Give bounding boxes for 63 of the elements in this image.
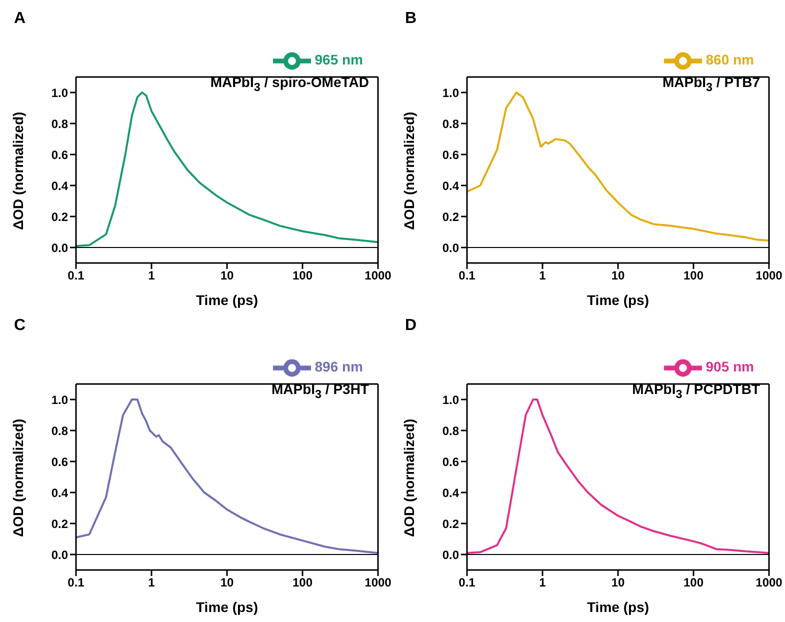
legend-label: 860 nm — [706, 52, 754, 68]
y-tick-label: 0.4 — [442, 486, 460, 500]
y-tick-label: 1.0 — [442, 86, 460, 100]
y-tick-label: 0.6 — [51, 454, 68, 469]
x-tick-label: 1 — [148, 268, 156, 283]
x-tick-label: 0.1 — [68, 268, 85, 283]
x-axis-title: Time (ps) — [196, 292, 258, 308]
y-tick-label: 0.2 — [51, 516, 68, 531]
y-tick-label: 0.6 — [442, 454, 460, 469]
y-tick-label: 0.4 — [442, 178, 460, 193]
x-tick-label: 1000 — [756, 576, 783, 590]
annotation: MAPbI$_{3}$ / spiro-OMeTAD — [210, 74, 369, 94]
x-tick-label: 1 — [148, 576, 156, 590]
y-axis-title: ΔOD (normalized) — [10, 418, 26, 537]
y-tick-label: 0.8 — [51, 424, 68, 438]
y-tick-label: 0.4 — [51, 178, 68, 193]
y-tick-label: 0.6 — [442, 148, 460, 162]
y-axis-title: ΔOD (normalized) — [400, 418, 417, 537]
y-tick-label: 0.4 — [51, 486, 68, 500]
x-tick-label: 10 — [611, 576, 625, 590]
x-tick-label: 100 — [683, 576, 704, 590]
y-tick-label: 0.8 — [442, 424, 460, 438]
x-tick-label: 1 — [539, 268, 546, 283]
x-tick-label: 10 — [220, 268, 234, 283]
annotation: MAPbI$_{3}$ / PTB7 — [662, 74, 760, 94]
y-tick-label: 1.0 — [442, 392, 460, 407]
x-tick-label: 10 — [220, 576, 234, 590]
x-axis-title: Time (ps) — [587, 599, 649, 615]
x-axis-title: Time (ps) — [587, 292, 649, 308]
x-tick-label: 100 — [292, 576, 313, 590]
y-tick-label: 0.0 — [51, 240, 68, 255]
x-tick-label: 10 — [611, 268, 625, 283]
y-tick-label: 1.0 — [51, 392, 68, 407]
x-tick-label: 1000 — [364, 576, 392, 590]
x-tick-label: 100 — [683, 268, 704, 283]
x-tick-label: 1000 — [756, 268, 783, 283]
legend-label: 896 nm — [314, 358, 363, 375]
y-tick-label: 1.0 — [51, 86, 68, 100]
x-axis-title: Time (ps) — [196, 599, 258, 615]
x-tick-label: 1 — [539, 576, 546, 590]
chart-title: B — [405, 10, 417, 28]
y-tick-label: 0.2 — [51, 210, 68, 224]
x-tick-label: 100 — [292, 268, 313, 283]
chart-title: A — [14, 10, 26, 28]
y-tick-label: 0.8 — [51, 116, 68, 131]
y-axis-title: ΔOD (normalized) — [10, 112, 26, 230]
x-tick-label: 0.1 — [458, 576, 476, 590]
y-tick-label: 0.0 — [442, 240, 460, 255]
legend-label: 905 nm — [706, 358, 754, 375]
y-tick-label: 0.0 — [442, 548, 460, 562]
x-tick-label: 0.1 — [68, 576, 85, 590]
x-tick-label: 1000 — [364, 268, 392, 283]
legend-label: 965 nm — [314, 52, 363, 68]
chart-title: D — [405, 317, 417, 335]
y-tick-label: 0.6 — [51, 148, 68, 162]
y-tick-label: 0.2 — [442, 210, 460, 224]
x-tick-label: 0.1 — [458, 268, 476, 283]
y-tick-label: 0.0 — [51, 548, 68, 562]
chart-title: C — [14, 317, 26, 335]
y-tick-label: 0.2 — [442, 516, 460, 531]
y-axis-title: ΔOD (normalized) — [400, 112, 417, 230]
y-tick-label: 0.8 — [442, 116, 460, 131]
annotation: MAPbI$_{3}$ / P3HT — [271, 381, 369, 401]
